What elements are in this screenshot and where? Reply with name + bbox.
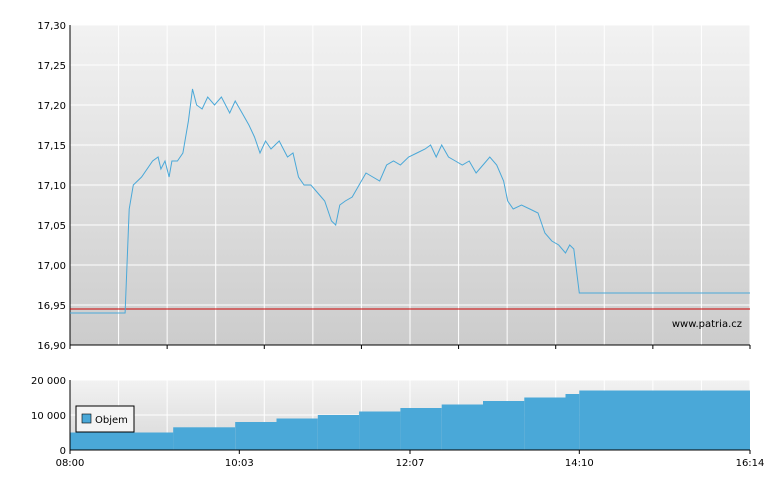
volume-bar (173, 427, 236, 451)
volume-bar (359, 411, 401, 450)
volume-bar (565, 394, 580, 450)
volume-bar (483, 401, 525, 450)
volume-bar (70, 432, 160, 450)
volume-y-tick-label: 10 000 (31, 411, 66, 422)
volume-x-tick-labels: 08:00 10:03 12:07 14:10 16:14 (56, 450, 765, 469)
volume-bar (317, 415, 360, 450)
volume-x-tick-label: 12:07 (396, 458, 425, 469)
volume-bars (70, 390, 750, 451)
price-y-tick-label: 17,15 (37, 141, 66, 152)
volume-bar (276, 418, 318, 450)
volume-x-tick-label: 08:00 (56, 458, 85, 469)
price-series-line (70, 88, 750, 314)
volume-bar (400, 408, 442, 450)
volume-x-tick-label: 10:03 (225, 458, 254, 469)
price-y-tick-label: 17,05 (37, 221, 66, 232)
volume-bar (579, 390, 750, 450)
watermark: www.patria.cz (672, 319, 742, 330)
price-y-tick-label: 17,30 (37, 21, 66, 32)
legend-label: Objem (95, 415, 128, 426)
price-y-tick-label: 16,90 (37, 341, 66, 352)
volume-y-tick-label: 0 (60, 446, 66, 457)
price-y-tick-label: 17,20 (37, 101, 66, 112)
volume-bar (441, 404, 483, 450)
price-y-tick-label: 17,00 (37, 261, 66, 272)
price-y-tick-label: 17,25 (37, 61, 66, 72)
volume-y-tick-labels: 0 10 000 20 000 (31, 376, 66, 457)
volume-bar (159, 432, 174, 450)
volume-bar (524, 397, 566, 450)
price-gridlines (69, 24, 751, 346)
volume-legend: Objem (75, 405, 135, 433)
legend-swatch (81, 413, 92, 424)
volume-x-tick-label: 14:10 (565, 458, 594, 469)
price-y-tick-labels: 16,90 16,95 17,00 17,05 17,10 17,15 17,20 17,25… (37, 21, 66, 352)
volume-x-tick-label: 16:14 (736, 458, 765, 469)
price-y-tick-label: 16,95 (37, 301, 66, 312)
volume-y-tick-label: 20 000 (31, 376, 66, 387)
volume-bar (235, 422, 277, 450)
price-y-tick-label: 17,10 (37, 181, 66, 192)
price-x-ticks (69, 345, 751, 349)
